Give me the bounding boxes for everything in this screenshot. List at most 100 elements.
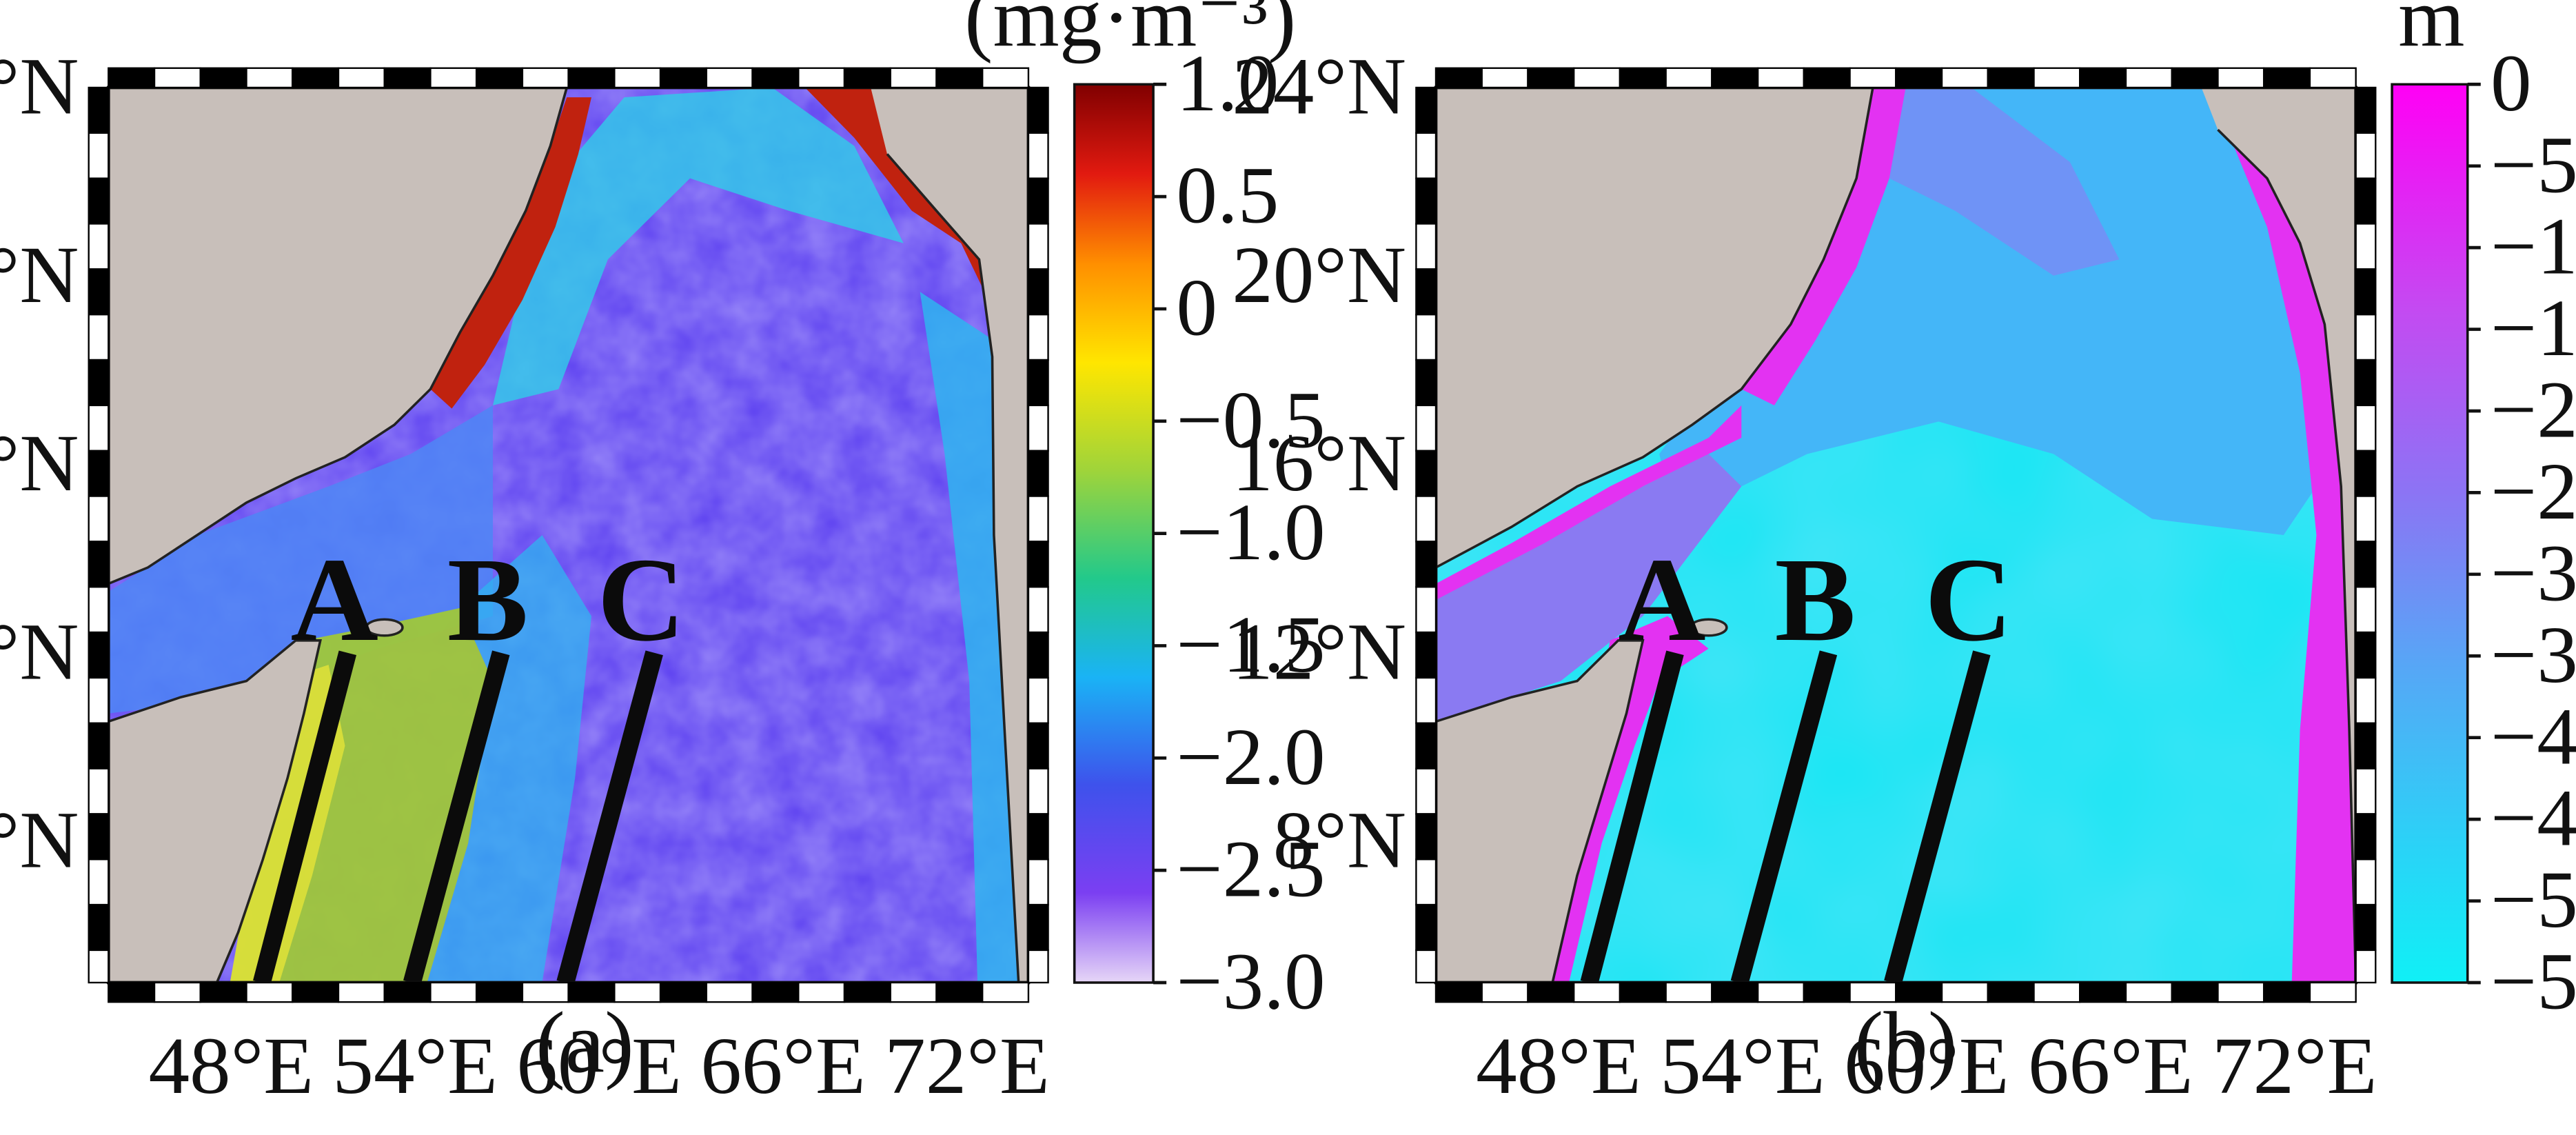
border-segment [1027, 813, 1049, 861]
border-segment [88, 495, 110, 543]
border-segment [88, 949, 110, 984]
border-segment [88, 767, 110, 815]
border-segment [2079, 981, 2127, 1003]
north-shelf-a [492, 87, 904, 405]
border-segment [935, 67, 984, 89]
border-segment [1027, 949, 1049, 984]
lon-label: 66°E [2028, 1021, 2193, 1111]
border-segment [2355, 722, 2377, 770]
panel-a: ABC 24°N 20°N 16°N 12°N 8°N 48°E54°E60°E66°E… [0, 0, 1326, 1111]
border-segment [88, 223, 110, 270]
border-segment [705, 981, 753, 1003]
colorbar-tick-label: 0.5 [1176, 150, 1279, 240]
lon-label: 66°E [700, 1021, 866, 1111]
transect-line-b [403, 650, 510, 983]
border-segment [1027, 586, 1049, 634]
land-india-b [2201, 87, 2356, 983]
border-segment [475, 981, 524, 1003]
border-segment [1027, 450, 1049, 497]
border-segment [2079, 67, 2127, 89]
colorbar-tick-label: 0 [2491, 39, 2532, 128]
border-segment [843, 67, 891, 89]
border-segment [153, 67, 201, 89]
border-segment [1027, 404, 1049, 452]
border-segment [1027, 541, 1049, 588]
border-segment [1415, 495, 1437, 543]
border-segment [88, 359, 110, 407]
land-arabia-b [1435, 87, 1873, 568]
border-segment [337, 67, 385, 89]
border-segment [1027, 359, 1049, 407]
island-socotra-a [365, 618, 404, 637]
border-segment [429, 981, 478, 1003]
lat-label: 12°N [0, 607, 79, 696]
border-segment [1027, 903, 1049, 952]
border-segment [1415, 541, 1437, 588]
colorbar-tick-label: −4000 [2491, 692, 2576, 781]
colorbar-ticks-b: 0−500−1000−1500−2000−2500−3000−3500−4000… [2467, 39, 2576, 1026]
border-segment [199, 67, 247, 89]
border-segment [1573, 67, 1621, 89]
border-segment [521, 67, 569, 89]
border-segment [88, 676, 110, 724]
coastline-a [108, 87, 1020, 983]
transect-line-b [1730, 650, 1838, 983]
colorbar-a [1073, 83, 1155, 984]
border-segment [1987, 981, 2035, 1003]
border-segment [1619, 67, 1667, 89]
border-segment [2355, 676, 2377, 724]
border-segment [1415, 858, 1437, 906]
border-segment [1415, 813, 1437, 861]
border-segment [153, 981, 201, 1003]
border-segment [383, 981, 432, 1003]
border-segment [2124, 981, 2173, 1003]
border-segment [2355, 177, 2377, 225]
border-segment [1434, 67, 1483, 89]
border-segment [88, 722, 110, 770]
border-segment [2355, 223, 2377, 270]
border-segment [1027, 676, 1049, 724]
transect-label-b: B [447, 533, 529, 666]
border-segment [1027, 223, 1049, 270]
border-segment [1415, 586, 1437, 634]
lat-label: 24°N [0, 41, 79, 131]
island-socotra-b [1689, 618, 1728, 637]
border-segment [1415, 949, 1437, 984]
border-segment [659, 67, 708, 89]
transect-label-b: B [1775, 533, 1856, 666]
land-africa-b [1435, 640, 1643, 983]
border-segment [88, 813, 110, 861]
lat-label: 8°N [0, 795, 79, 885]
border-segment [751, 981, 800, 1003]
border-segment [798, 67, 846, 89]
border-segment [1527, 67, 1575, 89]
border-segment [2355, 631, 2377, 679]
lat-label: 20°N [1232, 230, 1406, 320]
border-segment [2262, 67, 2311, 89]
border-segment [1027, 767, 1049, 815]
coastline-b [1435, 87, 2356, 983]
border-segment [1573, 981, 1621, 1003]
border-segment [1027, 268, 1049, 316]
border-segment [1027, 631, 1049, 679]
transition-band-a [427, 534, 591, 983]
transect-line-a [1580, 650, 1684, 983]
border-segment [1434, 981, 1483, 1003]
colorbar-tick-label: −1500 [2491, 283, 2576, 373]
mid-depth-oman-b [1856, 87, 2120, 276]
border-segment [2217, 67, 2265, 89]
border-segment [843, 981, 891, 1003]
lat-label: 12°N [1232, 607, 1406, 696]
shelf-aden-b [1435, 405, 1742, 601]
border-segment [1756, 67, 1805, 89]
border-segment [2217, 981, 2265, 1003]
colorbar-tick-label: 1.0 [1176, 39, 1279, 128]
border-segment [1756, 981, 1805, 1003]
border-segment [88, 86, 110, 134]
border-segment [1803, 67, 1851, 89]
border-segment [889, 67, 937, 89]
colorbar-unit-b: m [2398, 0, 2464, 64]
